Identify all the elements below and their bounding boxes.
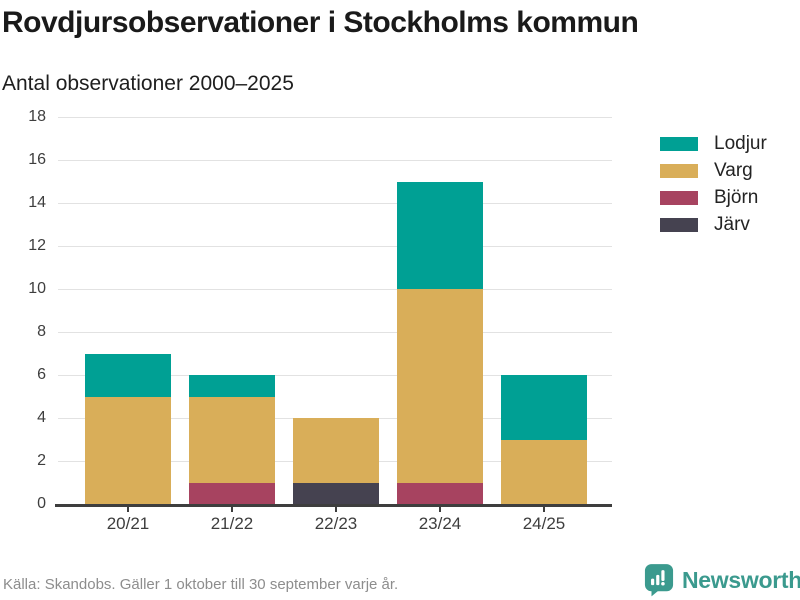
legend-swatch-lodjur	[660, 137, 698, 151]
gridline-y-6	[58, 374, 612, 376]
y-axis-label-16: 16	[28, 151, 46, 168]
gridline-y-14	[58, 202, 612, 204]
legend-label-bjorn: Björn	[714, 187, 759, 208]
bar-segment-varg-20-21[interactable]	[85, 396, 171, 504]
x-axis-tick-20-21	[127, 507, 129, 512]
legend-swatch-bjorn	[660, 191, 698, 205]
bar-segment-lodjur-20-21[interactable]	[85, 353, 171, 397]
x-axis-tick-22-23	[335, 507, 337, 512]
source-note: Källa: Skandobs. Gäller 1 oktober till 3…	[3, 576, 399, 593]
y-axis-label-8: 8	[37, 323, 46, 340]
x-axis-tick-21-22	[231, 507, 233, 512]
x-axis-line	[55, 504, 612, 507]
y-axis-label-12: 12	[28, 237, 46, 254]
legend-swatch-varg	[660, 164, 698, 178]
legend-item-jarv[interactable]: Järv	[660, 214, 750, 235]
y-axis-label-2: 2	[37, 452, 46, 469]
legend-label-lodjur: Lodjur	[714, 133, 767, 154]
gridline-y-18	[58, 116, 612, 118]
y-axis-label-14: 14	[28, 194, 46, 211]
bar-segment-lodjur-21-22[interactable]	[189, 375, 275, 397]
bar-segment-varg-23-24[interactable]	[397, 289, 483, 483]
x-axis-tick-23-24	[439, 507, 441, 512]
y-axis-label-4: 4	[37, 409, 46, 426]
bar-segment-lodjur-24-25[interactable]	[501, 375, 587, 440]
x-axis-label-20-21: 20/21	[106, 514, 150, 533]
bar-segment-lodjur-23-24[interactable]	[397, 181, 483, 289]
chart-subtitle: Antal observationer 2000–2025	[2, 72, 294, 95]
gridline-y-16	[58, 159, 612, 161]
newsworthy-logo-icon	[644, 564, 674, 597]
x-axis-label-22-23: 22/23	[314, 514, 358, 533]
y-axis-label-10: 10	[28, 280, 46, 297]
x-axis-tick-24-25	[543, 507, 545, 512]
bar-segment-varg-21-22[interactable]	[189, 396, 275, 483]
x-axis-label-21-22: 21/22	[210, 514, 254, 533]
legend-item-varg[interactable]: Varg	[660, 160, 753, 181]
gridline-y-10	[58, 288, 612, 290]
y-axis-label-18: 18	[28, 108, 46, 125]
x-axis-label-23-24: 23/24	[418, 514, 462, 533]
newsworthy-brand[interactable]: Newsworthy	[644, 563, 800, 597]
bar-segment-jarv-22-23[interactable]	[293, 482, 379, 504]
gridline-y-8	[58, 331, 612, 333]
chart-title: Rovdjursobservationer i Stockholms kommu…	[2, 6, 639, 39]
bar-segment-bjorn-23-24[interactable]	[397, 482, 483, 504]
legend-swatch-jarv	[660, 218, 698, 232]
legend-item-bjorn[interactable]: Björn	[660, 187, 758, 208]
x-axis-label-24-25: 24/25	[522, 514, 566, 533]
bar-segment-varg-22-23[interactable]	[293, 418, 379, 483]
newsworthy-wordmark: Newsworthy	[682, 566, 800, 593]
y-axis-label-6: 6	[37, 366, 46, 383]
legend-label-varg: Varg	[714, 160, 753, 181]
y-axis-label-0: 0	[37, 495, 46, 512]
plot-area	[55, 116, 612, 507]
legend-item-lodjur[interactable]: Lodjur	[660, 133, 767, 154]
gridline-y-12	[58, 245, 612, 247]
bar-segment-bjorn-21-22[interactable]	[189, 482, 275, 504]
legend-label-jarv: Järv	[714, 214, 750, 235]
bar-segment-varg-24-25[interactable]	[501, 439, 587, 504]
